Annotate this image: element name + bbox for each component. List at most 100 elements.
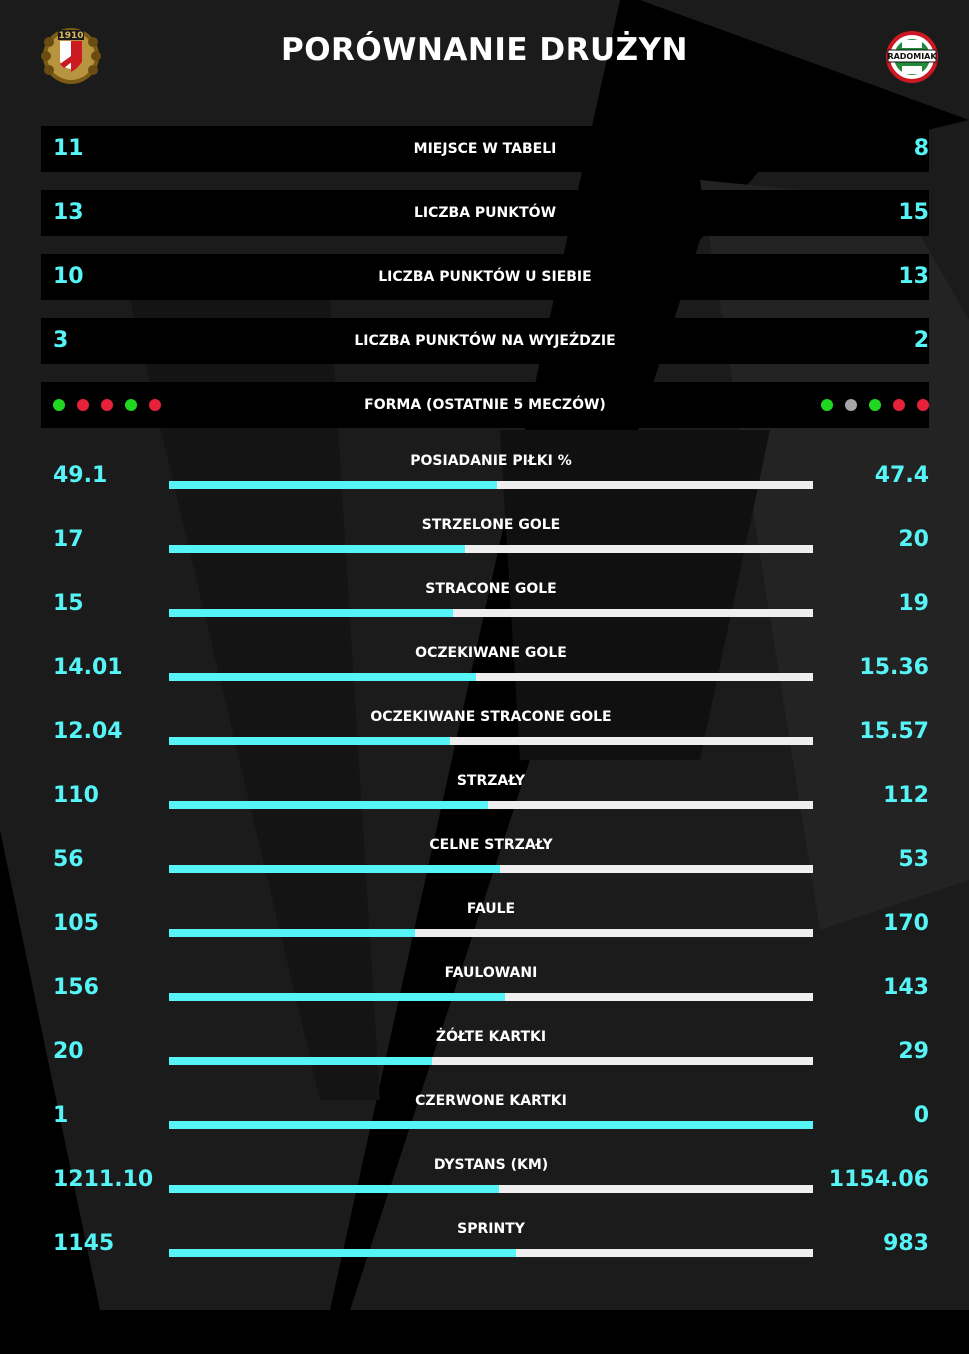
stat-label: FAULOWANI xyxy=(444,965,538,981)
home-value: 11 xyxy=(53,136,84,161)
stat-label: ŻÓŁTE KARTKI xyxy=(435,1029,547,1045)
stat-label: LICZBA PUNKTÓW U SIEBIE xyxy=(378,269,592,285)
away-value: 47.4 xyxy=(874,463,929,488)
form-dot-loss xyxy=(917,399,929,411)
stat-label: OCZEKIWANE GOLE xyxy=(415,645,567,661)
away-value: 29 xyxy=(898,1039,929,1064)
home-value: 14.01 xyxy=(53,655,123,680)
page-title: PORÓWNANIE DRUŻYN xyxy=(280,32,689,68)
away-value: 2 xyxy=(913,328,929,353)
stat-bar-row: 1211.10 DYSTANS (KM) 1154.06 xyxy=(0,1157,969,1229)
stat-row-table-position: 11 MIEJSCE W TABELI 8 xyxy=(41,126,929,172)
stat-label: LICZBA PUNKTÓW NA WYJEŹDZIE xyxy=(354,333,616,349)
comparison-bar-fill xyxy=(169,737,450,745)
form-dot-win xyxy=(821,399,833,411)
comparison-bar-fill xyxy=(169,1185,499,1193)
stat-bar-row: 156 FAULOWANI 143 xyxy=(0,965,969,1037)
comparison-bar-track xyxy=(169,673,813,681)
stat-label: LICZBA PUNKTÓW xyxy=(413,205,557,221)
comparison-bar-track xyxy=(169,609,813,617)
stat-bar-row: 20 ŻÓŁTE KARTKI 29 xyxy=(0,1029,969,1101)
away-value: 112 xyxy=(883,783,929,808)
stat-bar-row: 49.1 POSIADANIE PIŁKI % 47.4 xyxy=(0,453,969,525)
stat-label: STRZELONE GOLE xyxy=(421,517,561,533)
form-dot-loss xyxy=(101,399,113,411)
stat-label: STRZAŁY xyxy=(456,773,526,789)
comparison-bar-fill xyxy=(169,609,454,617)
stat-label: FORMA (OSTATNIE 5 MECZÓW) xyxy=(364,397,606,413)
away-value: 0 xyxy=(913,1103,929,1128)
home-value: 13 xyxy=(53,200,84,225)
home-form-dots xyxy=(53,382,161,428)
stat-bar-row: 105 FAULE 170 xyxy=(0,901,969,973)
comparison-bar-track xyxy=(169,865,813,873)
comparison-bar-track xyxy=(169,929,813,937)
away-value: 53 xyxy=(898,847,929,872)
home-value: 56 xyxy=(53,847,84,872)
radomiak-radom-crest-icon: RADOMIAK xyxy=(886,31,938,83)
away-value: 15.36 xyxy=(859,655,929,680)
crest-year: 1910 xyxy=(58,31,83,41)
home-value: 3 xyxy=(53,328,69,353)
comparison-bar-track xyxy=(169,1121,813,1129)
away-value: 1154.06 xyxy=(828,1167,929,1192)
form-dot-win xyxy=(125,399,137,411)
stat-row-form: FORMA (OSTATNIE 5 MECZÓW) xyxy=(41,382,929,428)
stat-bar-row: 1145 SPRINTY 983 xyxy=(0,1221,969,1293)
form-dot-win xyxy=(869,399,881,411)
stat-label: FAULE xyxy=(466,901,516,917)
away-value: 170 xyxy=(883,911,929,936)
comparison-bar-fill xyxy=(169,673,477,681)
comparison-bar-track xyxy=(169,1249,813,1257)
stat-label: STRACONE GOLE xyxy=(425,581,557,597)
stat-label: OCZEKIWANE STRACONE GOLE xyxy=(370,709,612,725)
stat-label: DYSTANS (KM) xyxy=(433,1157,549,1173)
comparison-bar-track xyxy=(169,481,813,489)
widzew-lodz-crest-icon: 1910 xyxy=(41,28,101,84)
away-value: 20 xyxy=(898,527,929,552)
form-dot-win xyxy=(53,399,65,411)
stat-bar-row: 14.01 OCZEKIWANE GOLE 15.36 xyxy=(0,645,969,717)
stat-label: MIEJSCE W TABELI xyxy=(413,141,557,157)
form-dot-loss xyxy=(893,399,905,411)
away-value: 983 xyxy=(883,1231,929,1256)
stat-row-points: 13 LICZBA PUNKTÓW 15 xyxy=(41,190,929,236)
form-dot-loss xyxy=(149,399,161,411)
stat-bar-row: 17 STRZELONE GOLE 20 xyxy=(0,517,969,589)
comparison-bar-fill xyxy=(169,1121,813,1129)
away-value: 13 xyxy=(898,264,929,289)
home-value: 105 xyxy=(53,911,99,936)
comparison-bar-fill xyxy=(169,865,500,873)
stat-label: CZERWONE KARTKI xyxy=(415,1093,567,1109)
comparison-bar-track xyxy=(169,737,813,745)
comparison-bar-fill xyxy=(169,1057,432,1065)
home-value: 110 xyxy=(53,783,99,808)
comparison-bar-fill xyxy=(169,929,415,937)
home-value: 156 xyxy=(53,975,99,1000)
away-value: 8 xyxy=(913,136,929,161)
stat-bar-row: 15 STRACONE GOLE 19 xyxy=(0,581,969,653)
form-dot-loss xyxy=(77,399,89,411)
comparison-bar-fill xyxy=(169,545,465,553)
home-value: 1145 xyxy=(53,1231,115,1256)
away-value: 19 xyxy=(898,591,929,616)
home-value: 12.04 xyxy=(53,719,123,744)
stat-label: POSIADANIE PIŁKI % xyxy=(410,453,572,469)
crest-name: RADOMIAK xyxy=(887,52,937,61)
comparison-bar-track xyxy=(169,1185,813,1193)
stat-bar-row: 12.04 OCZEKIWANE STRACONE GOLE 15.57 xyxy=(0,709,969,781)
stat-bar-row: 110 STRZAŁY 112 xyxy=(0,773,969,845)
home-value: 10 xyxy=(53,264,84,289)
home-value: 20 xyxy=(53,1039,84,1064)
comparison-bar-fill xyxy=(169,1249,516,1257)
comparison-bar-track xyxy=(169,1057,813,1065)
home-value: 15 xyxy=(53,591,84,616)
stat-row-home-points: 10 LICZBA PUNKTÓW U SIEBIE 13 xyxy=(41,254,929,300)
home-value: 1 xyxy=(53,1103,69,1128)
stat-label: CELNE STRZAŁY xyxy=(429,837,553,853)
away-form-dots xyxy=(821,382,929,428)
away-value: 143 xyxy=(883,975,929,1000)
comparison-bar-fill xyxy=(169,993,505,1001)
form-dot-draw xyxy=(845,399,857,411)
